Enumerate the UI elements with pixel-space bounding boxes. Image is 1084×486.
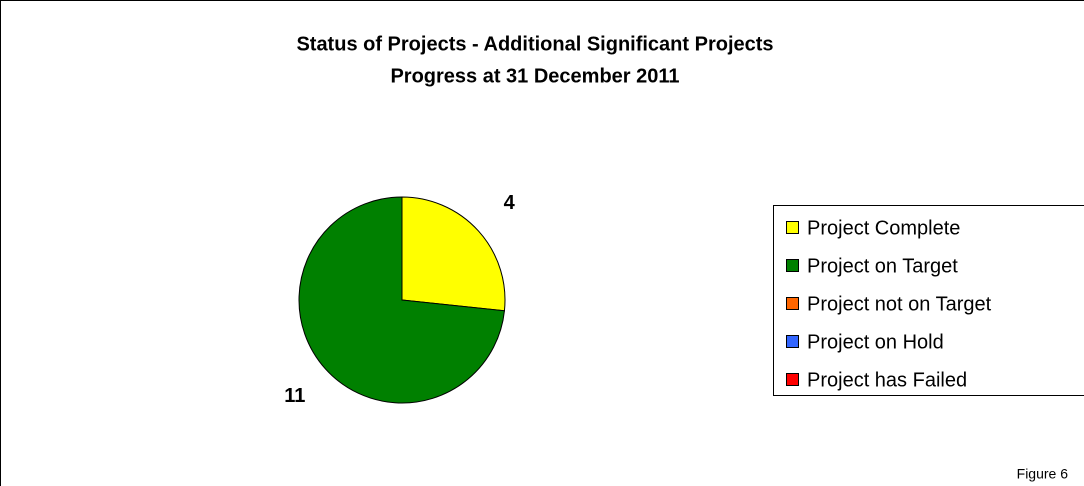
legend-label: Project on Hold	[807, 331, 944, 353]
legend-box	[773, 205, 1084, 396]
chart-title: Status of Projects - Additional Signific…	[296, 33, 773, 55]
data-label: 11	[284, 385, 305, 407]
legend-swatch	[786, 297, 799, 310]
legend-label: Project Complete	[807, 217, 960, 239]
chart-subtitle: Progress at 31 December 2011	[390, 65, 679, 87]
legend-swatch	[786, 373, 799, 386]
legend-swatch	[786, 221, 799, 234]
legend-label: Project on Target	[807, 255, 958, 277]
annotation: Figure 6	[1017, 466, 1069, 482]
legend-label: Project not on Target	[807, 293, 992, 315]
legend-swatch	[786, 259, 799, 272]
data-label: 4	[504, 192, 516, 214]
legend-swatch	[786, 335, 799, 348]
pie-slice	[401, 196, 506, 312]
legend-label: Project has Failed	[807, 369, 967, 391]
